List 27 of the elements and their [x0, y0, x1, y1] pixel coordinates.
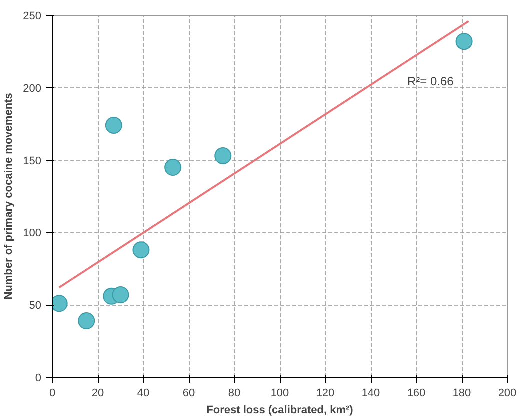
x-tick-label: 100 [270, 388, 290, 400]
x-axis-title: Forest loss (calibrated, km²) [206, 404, 354, 416]
y-tick-label: 0 [35, 372, 42, 384]
y-tick-label: 150 [23, 155, 42, 168]
y-axis-title: Number of primary cocaine movements [3, 93, 16, 300]
y-tick-label: 200 [23, 82, 42, 95]
x-tick-label: 20 [92, 388, 104, 400]
x-tick-label: 40 [137, 388, 150, 400]
y-tick-label: 250 [23, 10, 42, 22]
x-tick-label: 80 [228, 388, 241, 400]
point [78, 312, 96, 330]
y-tick-label: 100 [23, 228, 42, 240]
x-tick-label: 60 [182, 388, 196, 400]
x-tick-label: 120 [316, 388, 335, 400]
x-tick-label: 160 [407, 388, 426, 400]
point [105, 117, 122, 134]
point [214, 147, 232, 164]
x-tick-label: 140 [362, 388, 380, 400]
x-tick-label: 200 [498, 388, 517, 400]
x-tick-label: 0 [49, 388, 56, 400]
annotation: R²= 0.66 [408, 74, 454, 88]
point [456, 33, 473, 50]
x-tick-label: 180 [452, 388, 472, 400]
y-tick-label: 50 [29, 300, 42, 312]
point [164, 159, 182, 176]
point [132, 242, 150, 259]
point [112, 286, 130, 304]
